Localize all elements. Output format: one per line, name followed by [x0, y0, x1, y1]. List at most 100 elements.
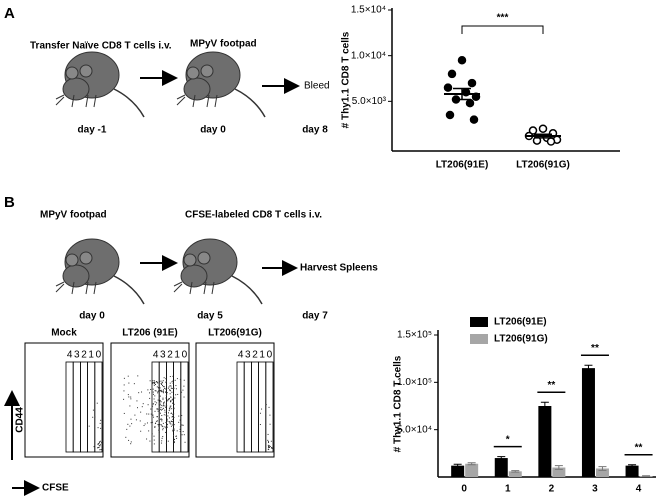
flow-event — [123, 377, 125, 379]
flow-event — [153, 382, 155, 384]
flow-event — [169, 382, 171, 384]
mouse-ear — [186, 66, 200, 80]
flow-event — [164, 388, 166, 390]
flow-event — [98, 442, 100, 444]
gate — [94, 361, 103, 453]
flow-event — [159, 412, 161, 414]
flow-event — [165, 410, 167, 412]
flow-event — [129, 405, 131, 407]
flow-event — [151, 433, 153, 435]
flow-event — [267, 439, 269, 441]
flow-x-label: CFSE — [42, 483, 69, 494]
flow-event — [164, 411, 166, 413]
flow-event — [153, 380, 155, 382]
flow-event — [128, 439, 130, 441]
step-label: Harvest Spleens — [300, 263, 378, 274]
significance-label: ** — [635, 442, 643, 453]
flow-title: LT206 (91E) — [122, 328, 177, 339]
flow-event — [175, 394, 177, 396]
flow-event — [170, 401, 172, 403]
step-label: Transfer Naïve CD8 T cells i.v. — [30, 41, 172, 52]
flow-event — [158, 431, 160, 433]
flow-event — [162, 427, 164, 429]
flow-event — [161, 408, 163, 410]
gate — [180, 361, 189, 453]
flow-event — [173, 441, 175, 443]
flow-event — [144, 423, 146, 425]
flow-event — [130, 441, 132, 443]
flow-event — [97, 447, 99, 449]
flow-event — [165, 422, 167, 424]
flow-event — [153, 384, 155, 386]
flow-event — [88, 425, 90, 427]
flow-event — [140, 430, 142, 432]
gate — [258, 361, 267, 453]
gate-label: 1 — [259, 350, 265, 361]
flow-event — [153, 443, 155, 445]
flow-event — [166, 392, 168, 394]
flow-event — [169, 405, 171, 407]
flow-event — [157, 424, 159, 426]
panel-label: A — [4, 5, 15, 22]
significance-label: ** — [547, 380, 555, 391]
mouse-leg — [189, 281, 193, 295]
flow-event — [179, 428, 181, 430]
mouse-ear — [65, 253, 79, 267]
flow-event — [158, 417, 160, 419]
legend-label: LT206(91E) — [494, 317, 547, 328]
mouse-head — [62, 264, 90, 288]
flow-event — [182, 389, 184, 391]
data-point — [532, 136, 542, 145]
flow-event — [169, 376, 171, 378]
mouse-leg — [85, 94, 89, 108]
flow-event — [271, 447, 273, 449]
data-point — [445, 110, 455, 120]
error-bar — [642, 475, 651, 477]
flow-event — [157, 399, 159, 401]
flow-event — [162, 405, 164, 407]
flow-event — [160, 389, 162, 391]
flow-event — [161, 390, 163, 392]
flow-event — [158, 429, 160, 431]
flow-event — [123, 384, 125, 386]
flow-event — [159, 390, 161, 392]
flow-event — [164, 409, 166, 411]
flow-event — [152, 421, 154, 423]
data-point — [467, 78, 477, 88]
flow-event — [99, 422, 101, 424]
flow-event — [162, 398, 164, 400]
flow-event — [149, 392, 151, 394]
flow-event — [141, 391, 143, 393]
flow-event — [162, 380, 164, 382]
bar — [552, 467, 566, 477]
flow-event — [162, 381, 164, 383]
significance-label: * — [506, 434, 510, 445]
flow-event — [158, 403, 160, 405]
flow-event — [167, 400, 169, 402]
flow-event — [159, 387, 161, 389]
flow-event — [269, 423, 271, 425]
flow-event — [130, 418, 132, 420]
error-bar — [540, 401, 549, 411]
mouse-leg — [93, 94, 97, 108]
flow-event — [129, 425, 131, 427]
flow-event — [171, 381, 173, 383]
flow-event — [127, 423, 129, 425]
mouse-tail — [234, 88, 266, 118]
flow-event — [168, 386, 170, 388]
flow-event — [97, 447, 99, 449]
flow-event — [98, 441, 100, 443]
flow-event — [172, 375, 174, 377]
flow-event — [261, 408, 263, 410]
flow-event — [152, 380, 154, 382]
mouse-leg — [214, 94, 218, 108]
flow-event — [165, 381, 167, 383]
flow-event — [154, 401, 156, 403]
flow-event — [134, 414, 136, 416]
mouse-ear — [197, 251, 211, 265]
flow-event — [269, 414, 271, 416]
flow-event — [147, 404, 149, 406]
flow-event — [174, 379, 176, 381]
flow-event — [165, 442, 167, 444]
flow-event — [160, 383, 162, 385]
